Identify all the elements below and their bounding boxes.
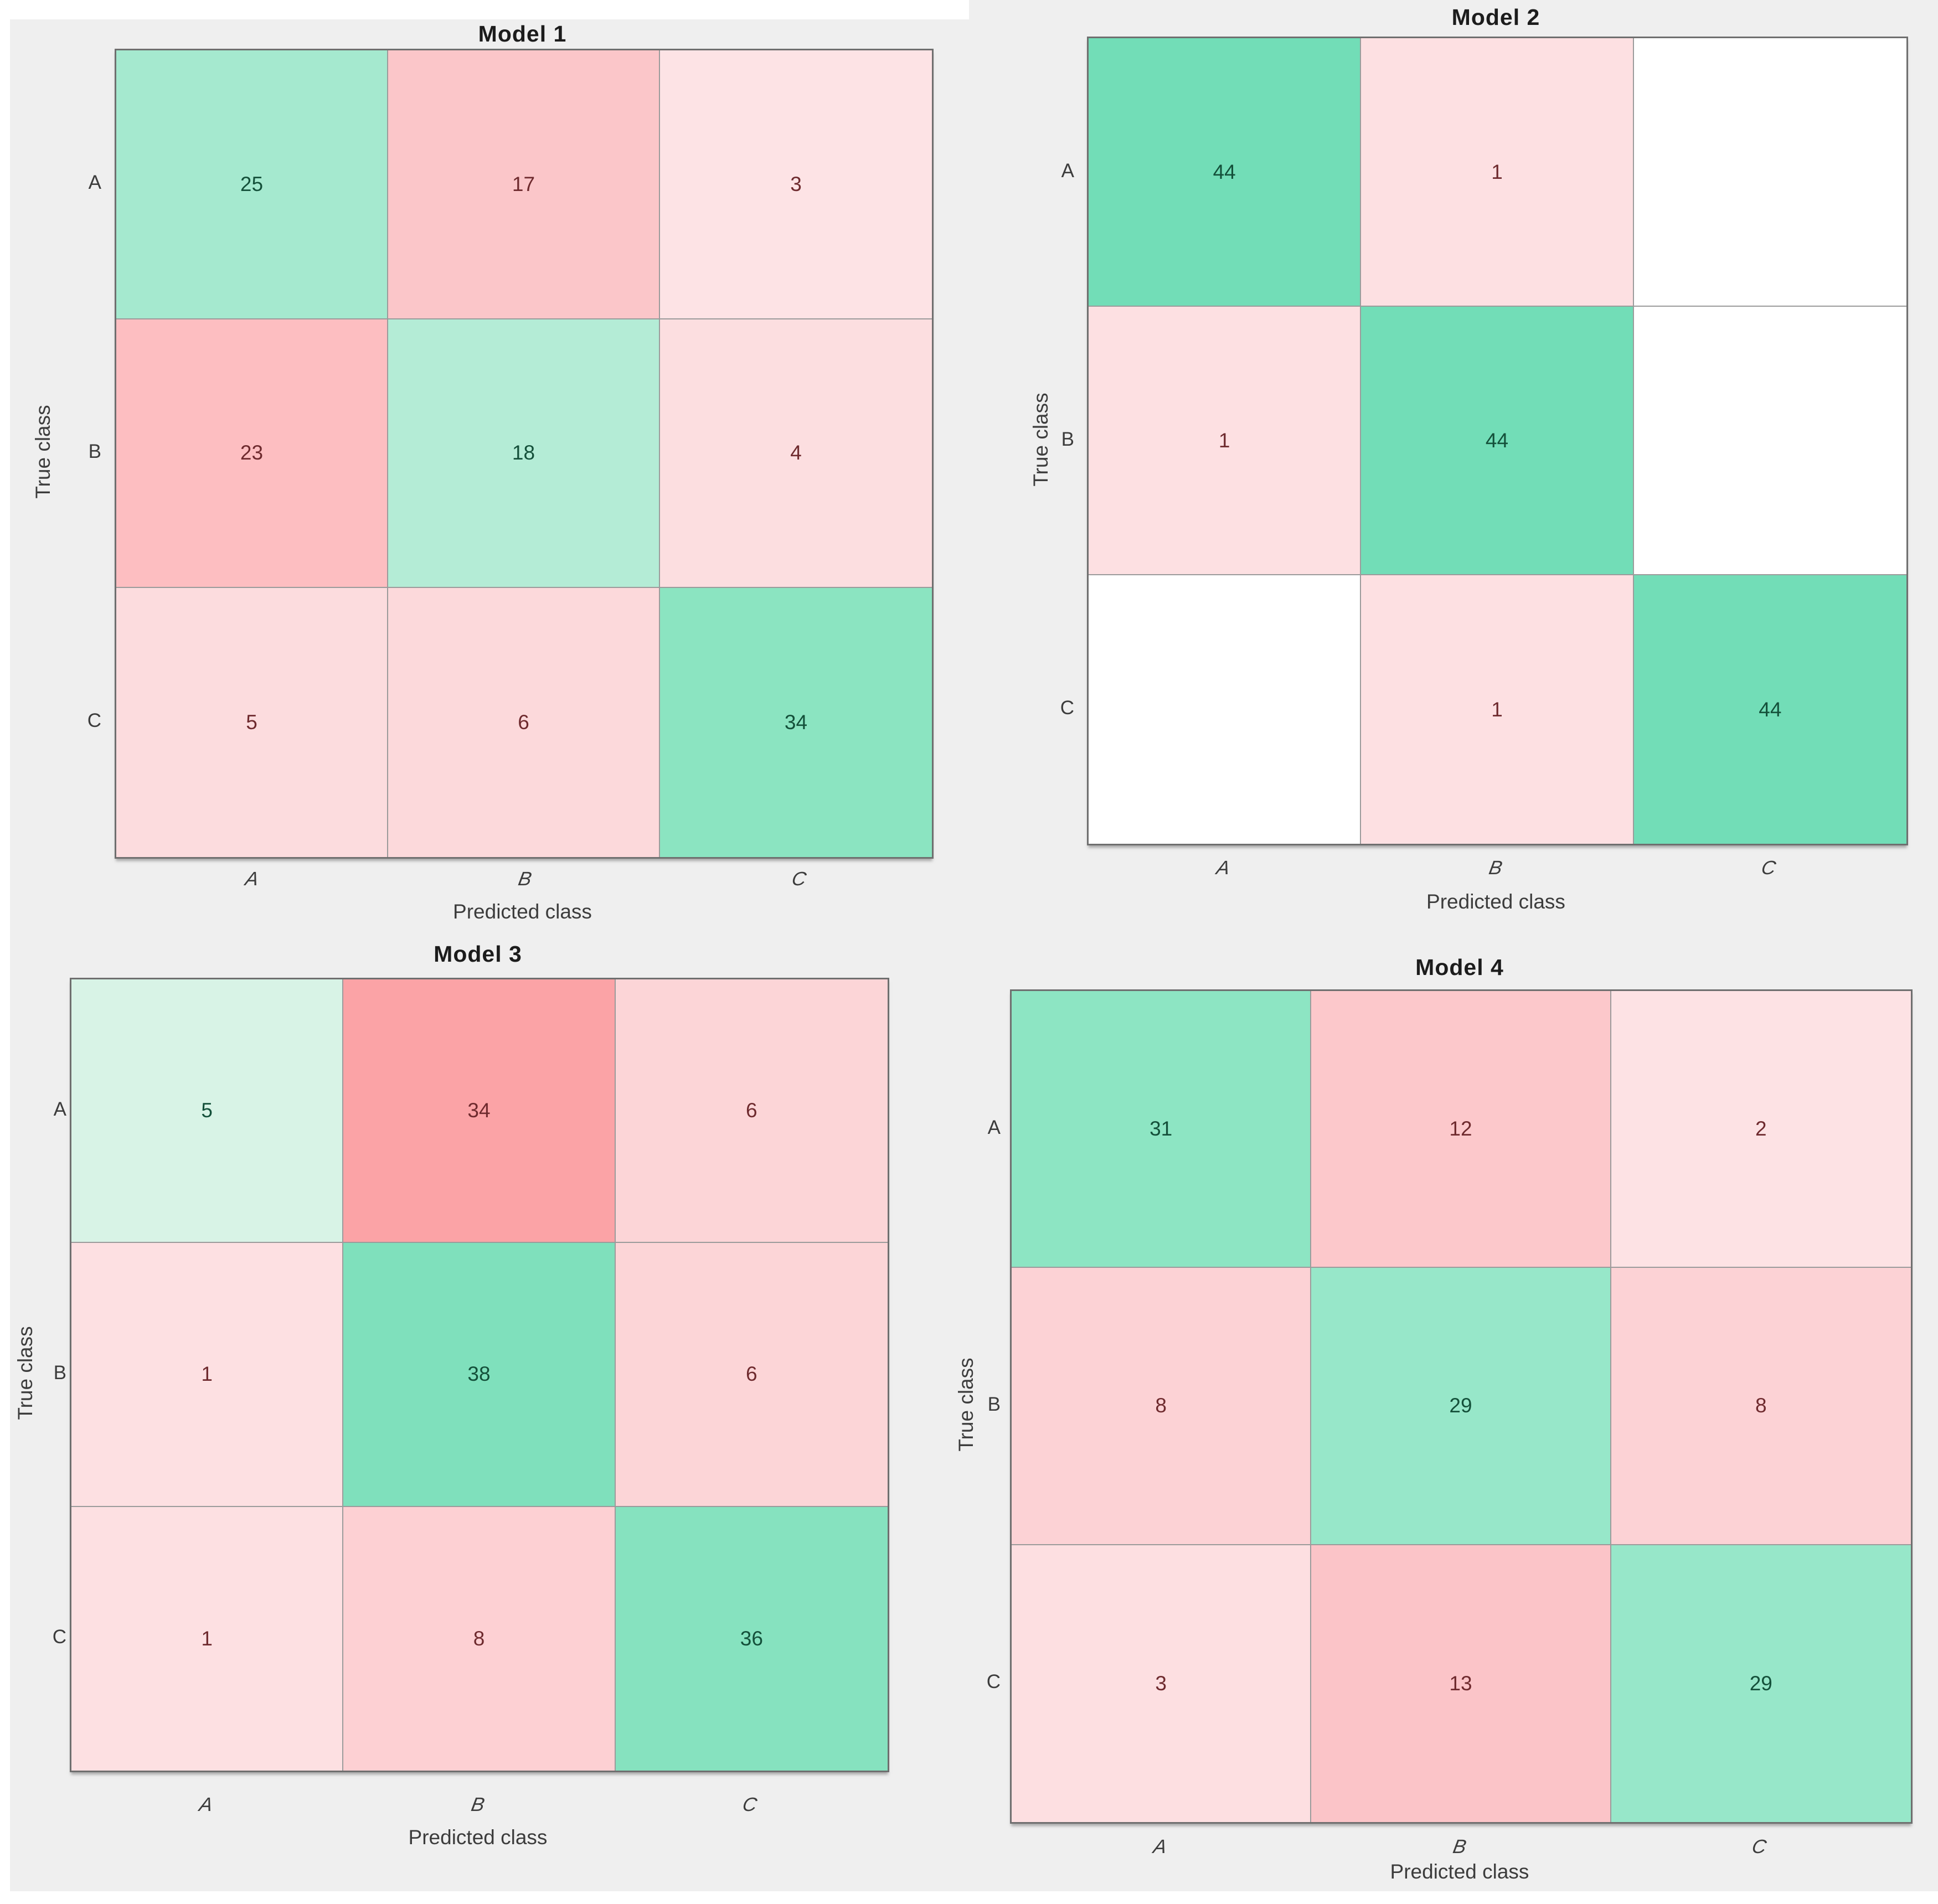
y-tick-c: C	[52, 1626, 66, 1648]
matrix-cell-A-B: 17	[388, 50, 660, 319]
x-tick-c: C	[1750, 1836, 1769, 1857]
matrix-cell-B-C: 6	[615, 1243, 888, 1507]
y-tick-c: C	[986, 1671, 1001, 1693]
matrix-cell-B-B: 29	[1311, 1268, 1611, 1545]
y-tick-a: A	[53, 1098, 66, 1120]
matrix-cell-B-A: 1	[71, 1243, 344, 1507]
matrix-cell-C-A	[1089, 575, 1362, 844]
x-tick-a: A	[197, 1794, 215, 1815]
chart-title-model-1: Model 1	[478, 21, 567, 47]
x-tick-a: A	[1151, 1836, 1169, 1857]
confusion-matrix-model-1: 25 17 3 23 18 4 5 6 34	[115, 49, 934, 859]
matrix-cell-C-C: 29	[1611, 1545, 1911, 1822]
matrix-cell-A-C: 2	[1611, 991, 1911, 1268]
y-tick-a: A	[987, 1117, 1001, 1138]
chart-title-model-3: Model 3	[434, 941, 522, 967]
matrix-cell-A-A: 31	[1012, 991, 1312, 1268]
matrix-cell-C-B: 8	[343, 1506, 616, 1771]
y-tick-b: B	[987, 1394, 1001, 1415]
y-tick-b: B	[53, 1362, 66, 1384]
matrix-cell-A-B: 1	[1361, 38, 1634, 307]
x-tick-b: B	[1487, 857, 1504, 879]
matrix-cell-A-C: 3	[660, 50, 932, 319]
chart-title-model-2: Model 2	[1451, 4, 1540, 30]
y-axis-label: True class	[32, 405, 54, 499]
matrix-cell-B-C: 8	[1611, 1268, 1911, 1545]
x-axis-label: Predicted class	[1426, 890, 1565, 913]
x-tick-b: B	[1451, 1836, 1468, 1857]
matrix-cell-C-C: 36	[615, 1506, 888, 1771]
y-tick-b: B	[1061, 429, 1074, 450]
x-tick-b: B	[469, 1794, 487, 1815]
matrix-cell-C-A: 5	[116, 588, 388, 857]
matrix-cell-C-B: 6	[388, 588, 660, 857]
matrix-cell-B-B: 18	[388, 319, 660, 589]
x-tick-c: C	[741, 1794, 759, 1815]
y-tick-a: A	[1061, 160, 1074, 182]
x-tick-a: A	[243, 868, 261, 890]
matrix-cell-A-A: 44	[1089, 38, 1362, 307]
x-axis-label: Predicted class	[408, 1826, 548, 1849]
x-tick-c: C	[1760, 857, 1778, 879]
matrix-cell-B-A: 1	[1089, 307, 1362, 575]
matrix-cell-C-B: 1	[1361, 575, 1634, 844]
matrix-cell-A-C	[1633, 38, 1906, 307]
chart-title-model-4: Model 4	[1415, 954, 1504, 980]
matrix-cell-B-C	[1633, 307, 1906, 575]
matrix-cell-C-A: 1	[71, 1506, 344, 1771]
y-tick-b: B	[88, 441, 101, 462]
matrix-cell-A-A: 25	[116, 50, 388, 319]
x-tick-c: C	[790, 868, 808, 890]
matrix-cell-B-A: 8	[1012, 1268, 1312, 1545]
y-tick-a: A	[88, 172, 101, 193]
figure-background-top-right	[969, 0, 1938, 22]
matrix-cell-B-C: 4	[660, 319, 932, 589]
x-tick-a: A	[1214, 857, 1232, 879]
x-axis-label: Predicted class	[453, 900, 592, 923]
x-axis-label: Predicted class	[1390, 1860, 1529, 1883]
matrix-cell-A-C: 6	[615, 979, 888, 1243]
y-tick-c: C	[1060, 697, 1074, 719]
confusion-matrix-model-3: 5 34 6 1 38 6 1 8 36	[70, 978, 889, 1772]
matrix-cell-B-A: 23	[116, 319, 388, 589]
matrix-cell-A-A: 5	[71, 979, 344, 1243]
y-tick-c: C	[87, 710, 101, 731]
matrix-cell-A-B: 12	[1311, 991, 1611, 1268]
matrix-cell-A-B: 34	[343, 979, 616, 1243]
matrix-cell-B-B: 38	[343, 1243, 616, 1507]
matrix-cell-C-C: 44	[1633, 575, 1906, 844]
confusion-matrix-model-2: 44 1 1 44 1 44	[1087, 37, 1908, 845]
matrix-cell-B-B: 44	[1361, 307, 1634, 575]
x-tick-b: B	[516, 868, 534, 890]
matrix-cell-C-C: 34	[660, 588, 932, 857]
matrix-cell-C-B: 13	[1311, 1545, 1611, 1822]
confusion-matrix-model-4: 31 12 2 8 29 8 3 13 29	[1010, 989, 1913, 1824]
page-margin-bottom	[0, 1891, 1938, 1904]
matrix-cell-C-A: 3	[1012, 1545, 1312, 1822]
